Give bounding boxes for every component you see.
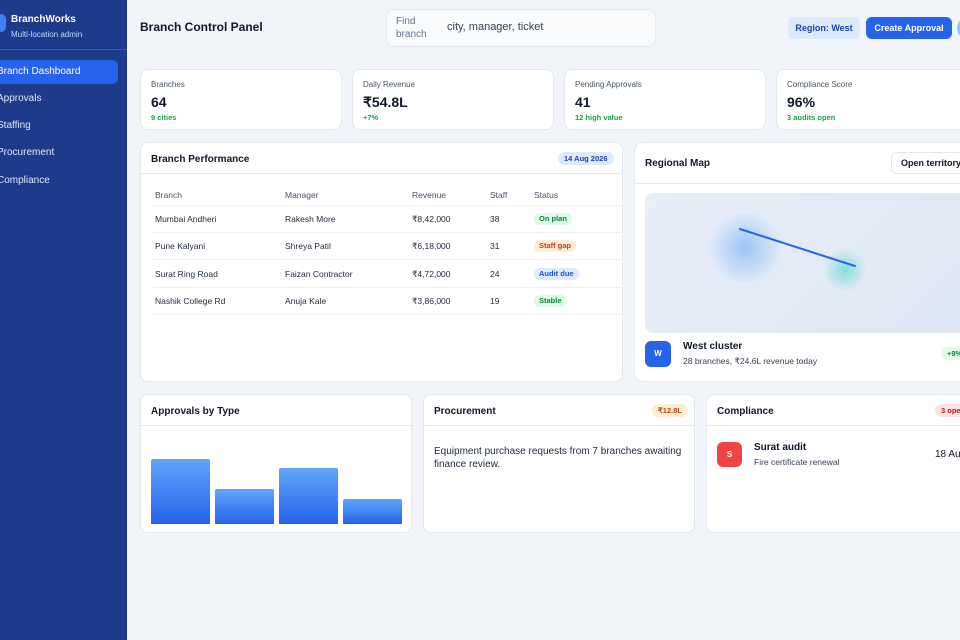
create-approval-button[interactable]: Create Approval — [866, 17, 952, 39]
stat-value: 41 — [575, 94, 591, 110]
sidebar-item-compliance[interactable]: Compliance — [0, 175, 50, 186]
map-region-blob — [823, 248, 867, 292]
stat-card-compliance-score: Compliance Score 96% 3 audits open — [776, 69, 960, 130]
cell-revenue: ₹8,42,000 — [412, 214, 451, 224]
cell-staff: 38 — [490, 214, 500, 224]
page-title: Branch Control Panel — [140, 20, 263, 34]
sidebar-item-approvals[interactable]: Approvals — [0, 93, 42, 104]
cell-manager: Faizan Contractor — [285, 269, 353, 279]
sidebar-item-staffing[interactable]: Staffing — [0, 120, 31, 131]
open-territory-button[interactable]: Open territory — [891, 152, 960, 174]
status-badge: Stable — [534, 295, 567, 307]
cell-staff: 31 — [490, 241, 500, 251]
approvals-by-type-card: Approvals by Type — [140, 394, 412, 533]
brand-name: BranchWorks — [11, 14, 76, 25]
search-box[interactable]: Find branch — [386, 9, 656, 47]
divider — [141, 173, 622, 174]
sidebar-item-branch-dashboard[interactable]: Branch Dashboard — [0, 60, 118, 84]
regional-map-card: Regional Map Open territory W West clust… — [634, 142, 960, 382]
divider — [151, 232, 624, 233]
brand-subtitle: Multi-location admin — [11, 30, 83, 39]
divider — [424, 425, 694, 426]
region-button[interactable]: Region: West — [788, 17, 860, 39]
approvals-bar — [215, 489, 274, 524]
search-label: Find branch — [396, 16, 427, 40]
card-title: Regional Map — [645, 158, 711, 169]
status-badge: On plan — [534, 213, 572, 225]
stat-value: 96% — [787, 94, 816, 110]
card-title: Procurement — [434, 406, 496, 417]
cluster-growth-chip: +9% — [941, 347, 960, 360]
column-header-revenue: Revenue — [412, 190, 447, 200]
divider — [151, 314, 624, 315]
stat-label: Branches — [151, 80, 185, 89]
cell-branch: Surat Ring Road — [155, 269, 218, 279]
card-title: Branch Performance — [151, 154, 250, 165]
procurement-text: Equipment purchase requests from 7 branc… — [434, 446, 682, 470]
divider — [635, 183, 960, 184]
column-header-branch: Branch — [155, 190, 182, 200]
cell-branch: Mumbai Andheri — [155, 214, 217, 224]
cluster-badge: W — [645, 341, 671, 367]
stat-note: 9 cities — [151, 113, 177, 122]
divider — [707, 425, 960, 426]
divider — [151, 205, 624, 206]
cell-manager: Rakesh More — [285, 214, 336, 224]
approvals-bar — [279, 468, 338, 524]
card-title: Approvals by Type — [151, 406, 240, 417]
column-header-manager: Manager — [285, 190, 319, 200]
stat-note: 12 high value — [575, 113, 623, 122]
stat-label: Daily Revenue — [363, 80, 416, 89]
cell-branch: Nashik College Rd — [155, 296, 226, 306]
map-route — [739, 228, 856, 267]
cell-revenue: ₹6,18,000 — [412, 241, 451, 251]
cell-branch: Pune Kalyani — [155, 241, 206, 251]
column-header-staff: Staff — [490, 190, 508, 200]
stat-note: +7% — [363, 113, 379, 122]
audit-title: Surat audit — [754, 442, 807, 453]
card-title: Compliance — [717, 406, 774, 417]
stat-value: ₹54.8L — [363, 94, 408, 110]
compliance-card: Compliance 3 open S Surat audit Fire cer… — [706, 394, 960, 533]
cell-revenue: ₹4,72,000 — [412, 269, 451, 279]
sidebar-item-procurement[interactable]: Procurement — [0, 147, 55, 158]
map-region-blob — [705, 213, 785, 283]
approvals-bar — [151, 459, 210, 524]
brand-logo-icon — [0, 14, 6, 32]
audit-badge: S — [717, 442, 742, 467]
approvals-bar — [343, 499, 402, 524]
divider — [151, 259, 624, 260]
stat-card-branches: Branches 64 9 cities — [140, 69, 342, 130]
column-header-status: Status — [534, 190, 559, 200]
status-badge: Audit due — [534, 268, 579, 280]
cell-staff: 19 — [490, 296, 500, 306]
stat-label: Pending Approvals — [575, 80, 642, 89]
divider — [151, 287, 624, 288]
stat-card-daily-revenue: Daily Revenue ₹54.8L +7% — [352, 69, 554, 130]
search-input[interactable] — [447, 21, 647, 33]
cluster-summary: 28 branches, ₹24.6L revenue today — [683, 356, 818, 366]
stat-note: 3 audits open — [787, 113, 836, 122]
stat-value: 64 — [151, 94, 167, 110]
cell-manager: Anuja Kale — [285, 296, 327, 306]
audit-subtitle: Fire certificate renewal — [754, 457, 840, 467]
sidebar: BranchWorks Multi-location admin Branch … — [0, 0, 127, 640]
procurement-amount-chip: ₹12.8L — [652, 404, 688, 417]
cell-staff: 24 — [490, 269, 500, 279]
stat-card-pending-approvals: Pending Approvals 41 12 high value — [564, 69, 766, 130]
branch-performance-card: Branch Performance 14 Aug 2026 Branch Ma… — [140, 142, 624, 382]
cell-revenue: ₹3,86,000 — [412, 296, 451, 306]
cluster-name: West cluster — [683, 341, 743, 352]
stat-label: Compliance Score — [787, 80, 853, 89]
cell-manager: Shreya Patil — [285, 241, 331, 251]
procurement-card: Procurement ₹12.8L Equipment purchase re… — [423, 394, 695, 533]
audit-date: 18 Aug — [935, 449, 960, 460]
compliance-open-chip: 3 open — [935, 404, 960, 417]
regional-map[interactable] — [645, 193, 960, 333]
brand: BranchWorks Multi-location admin — [0, 0, 127, 50]
divider — [141, 425, 411, 426]
avatar[interactable] — [957, 17, 960, 39]
status-badge: Staff gap — [534, 240, 577, 252]
date-chip: 14 Aug 2026 — [558, 152, 614, 165]
